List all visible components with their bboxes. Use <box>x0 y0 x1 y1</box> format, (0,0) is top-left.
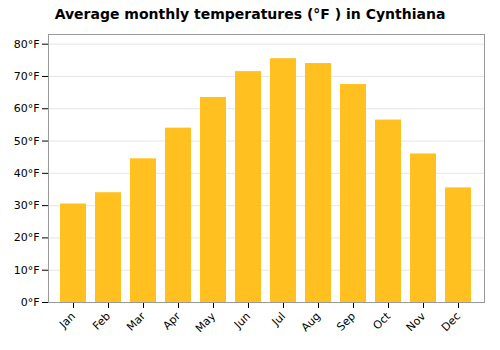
svg-text:Jan: Jan <box>56 310 78 332</box>
svg-text:Apr: Apr <box>160 309 183 332</box>
svg-text:40°F: 40°F <box>14 167 40 180</box>
svg-text:20°F: 20°F <box>14 231 40 244</box>
svg-text:50°F: 50°F <box>14 135 40 148</box>
svg-text:0°F: 0°F <box>21 296 40 309</box>
svg-text:Oct: Oct <box>370 309 393 332</box>
svg-text:Jul: Jul <box>269 310 288 329</box>
svg-text:80°F: 80°F <box>14 38 40 51</box>
svg-text:May: May <box>193 309 219 335</box>
svg-text:Dec: Dec <box>439 310 463 334</box>
html-text:Average monthly temperatures (: Average monthly temperatures (°F ) in Cy… <box>54 6 446 22</box>
svg-text:10°F: 10°F <box>14 264 40 277</box>
svg-text:Nov: Nov <box>404 309 429 334</box>
svg-text:Aug: Aug <box>299 310 323 334</box>
svg-text:70°F: 70°F <box>14 70 40 83</box>
svg-text:Sep: Sep <box>334 310 358 334</box>
svg-text:Mar: Mar <box>124 309 148 333</box>
svg-text:60°F: 60°F <box>14 102 40 115</box>
svg-text:Feb: Feb <box>90 310 113 333</box>
svg-text:30°F: 30°F <box>14 199 40 212</box>
svg-text:Jun: Jun <box>231 310 253 332</box>
